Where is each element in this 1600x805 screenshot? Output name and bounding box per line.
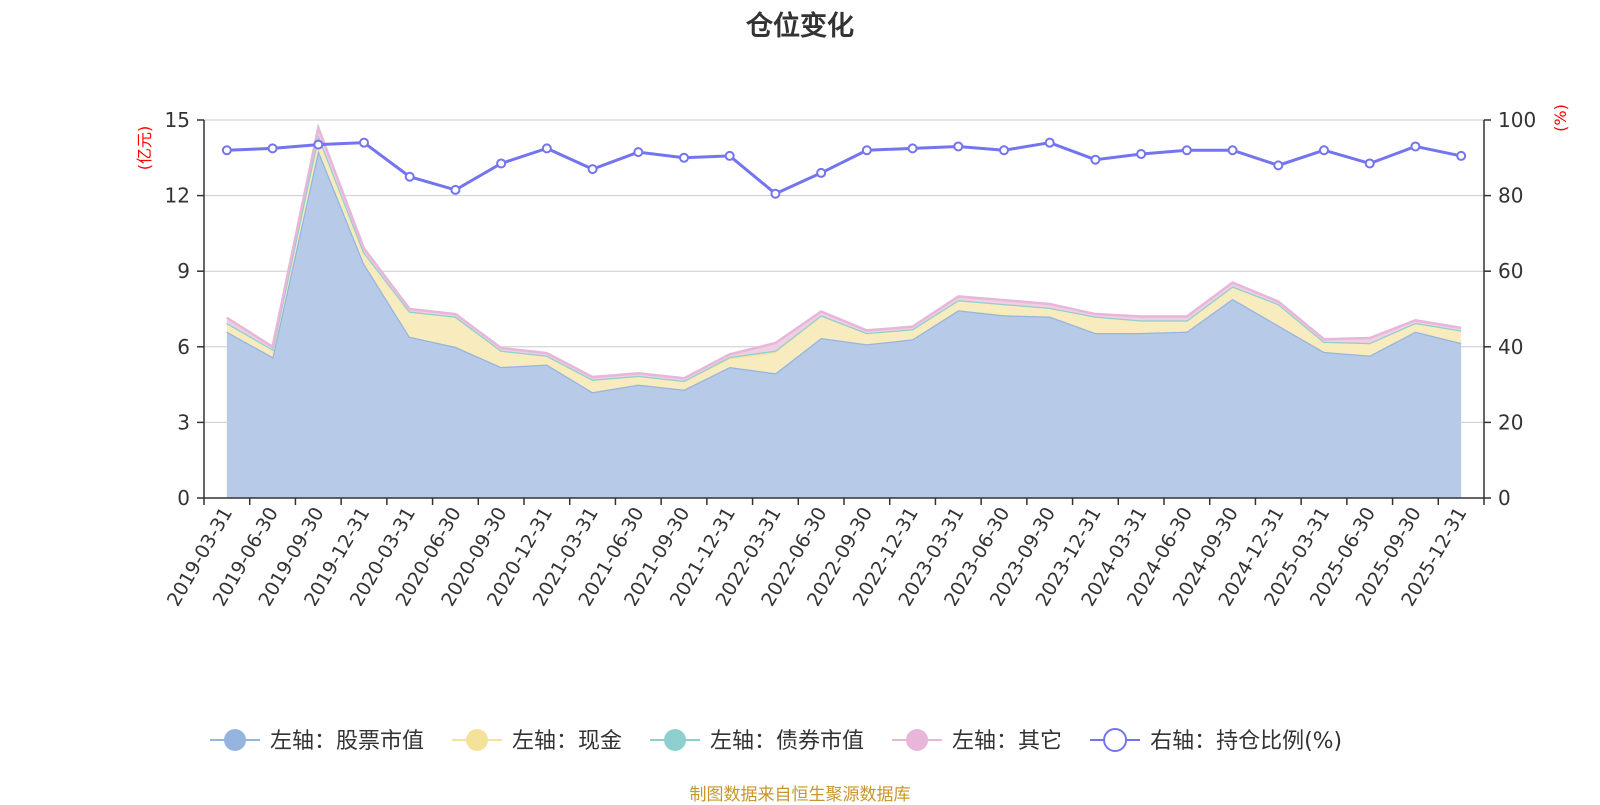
position-ratio-point [313,139,324,150]
position-ratio-point [633,147,644,158]
position-ratio-point [404,171,415,182]
right-axis-label: (%) [1551,104,1570,132]
position-ratio-point [541,143,552,154]
chart-title: 仓位变化 [746,11,854,42]
position-ratio-point [679,152,689,163]
position-ratio-point [496,158,507,169]
legend-label: 左轴：其它 [952,729,1062,754]
right-tick-label: 100 [1498,108,1536,132]
right-tick-label: 20 [1498,410,1523,434]
position-ratio-point [1410,141,1421,152]
legend-marker [224,729,246,751]
area-line-e8b6d8 [226,123,1462,380]
left-axis-label: (亿元) [135,126,154,171]
left-tick-label: 0 [177,486,190,510]
legend-label: 左轴：现金 [512,729,622,754]
legend-label: 右轴：持仓比例(%) [1150,729,1342,754]
left-tick-label: 9 [177,259,190,283]
data-source-note: 制图数据来自恒生聚源数据库 [689,785,911,805]
area-f5e29a [226,135,1462,393]
legend-label: 左轴：债券市值 [710,729,864,754]
position-ratio-line [226,141,1462,196]
position-ratio-point [1227,145,1238,156]
position-ratio-point [267,143,278,154]
right-tick-label: 80 [1498,184,1523,208]
position-ratio-point [1273,160,1284,171]
position-ratio-point [861,145,872,156]
position-ratio-point [907,143,918,154]
position-ratio-point [587,164,598,175]
area-96b4e0 [226,150,1462,499]
right-tick-label: 60 [1498,259,1523,283]
position-ratio-point [724,150,735,161]
legend-label: 左轴：股票市值 [270,729,424,754]
position-ratio-point [999,145,1009,156]
right-tick-label: 0 [1498,486,1511,510]
legend-marker [1103,728,1128,752]
left-tick-label: 3 [177,410,190,434]
position-ratio-point [1319,145,1329,156]
left-tick-label: 6 [177,335,190,359]
position-ratio-point [450,184,461,195]
right-tick-label: 40 [1498,335,1523,359]
position-ratio-point [1181,145,1192,156]
position-ratio-point [221,145,232,156]
position-ratio-point [770,188,781,199]
position-ratio-point [1364,158,1375,169]
position-ratio-point [953,141,964,152]
legend-marker [466,729,489,751]
left-tick-label: 15 [165,108,190,132]
position-ratio-point [1136,149,1147,160]
position-ratio-point [359,137,369,148]
position-ratio-point [1090,154,1101,165]
left-tick-label: 12 [165,184,190,208]
position-ratio-point [1456,150,1467,161]
legend-marker [664,729,687,751]
position-ratio-point [1044,137,1055,148]
legend-marker [906,729,929,751]
position-ratio-point [816,167,827,178]
